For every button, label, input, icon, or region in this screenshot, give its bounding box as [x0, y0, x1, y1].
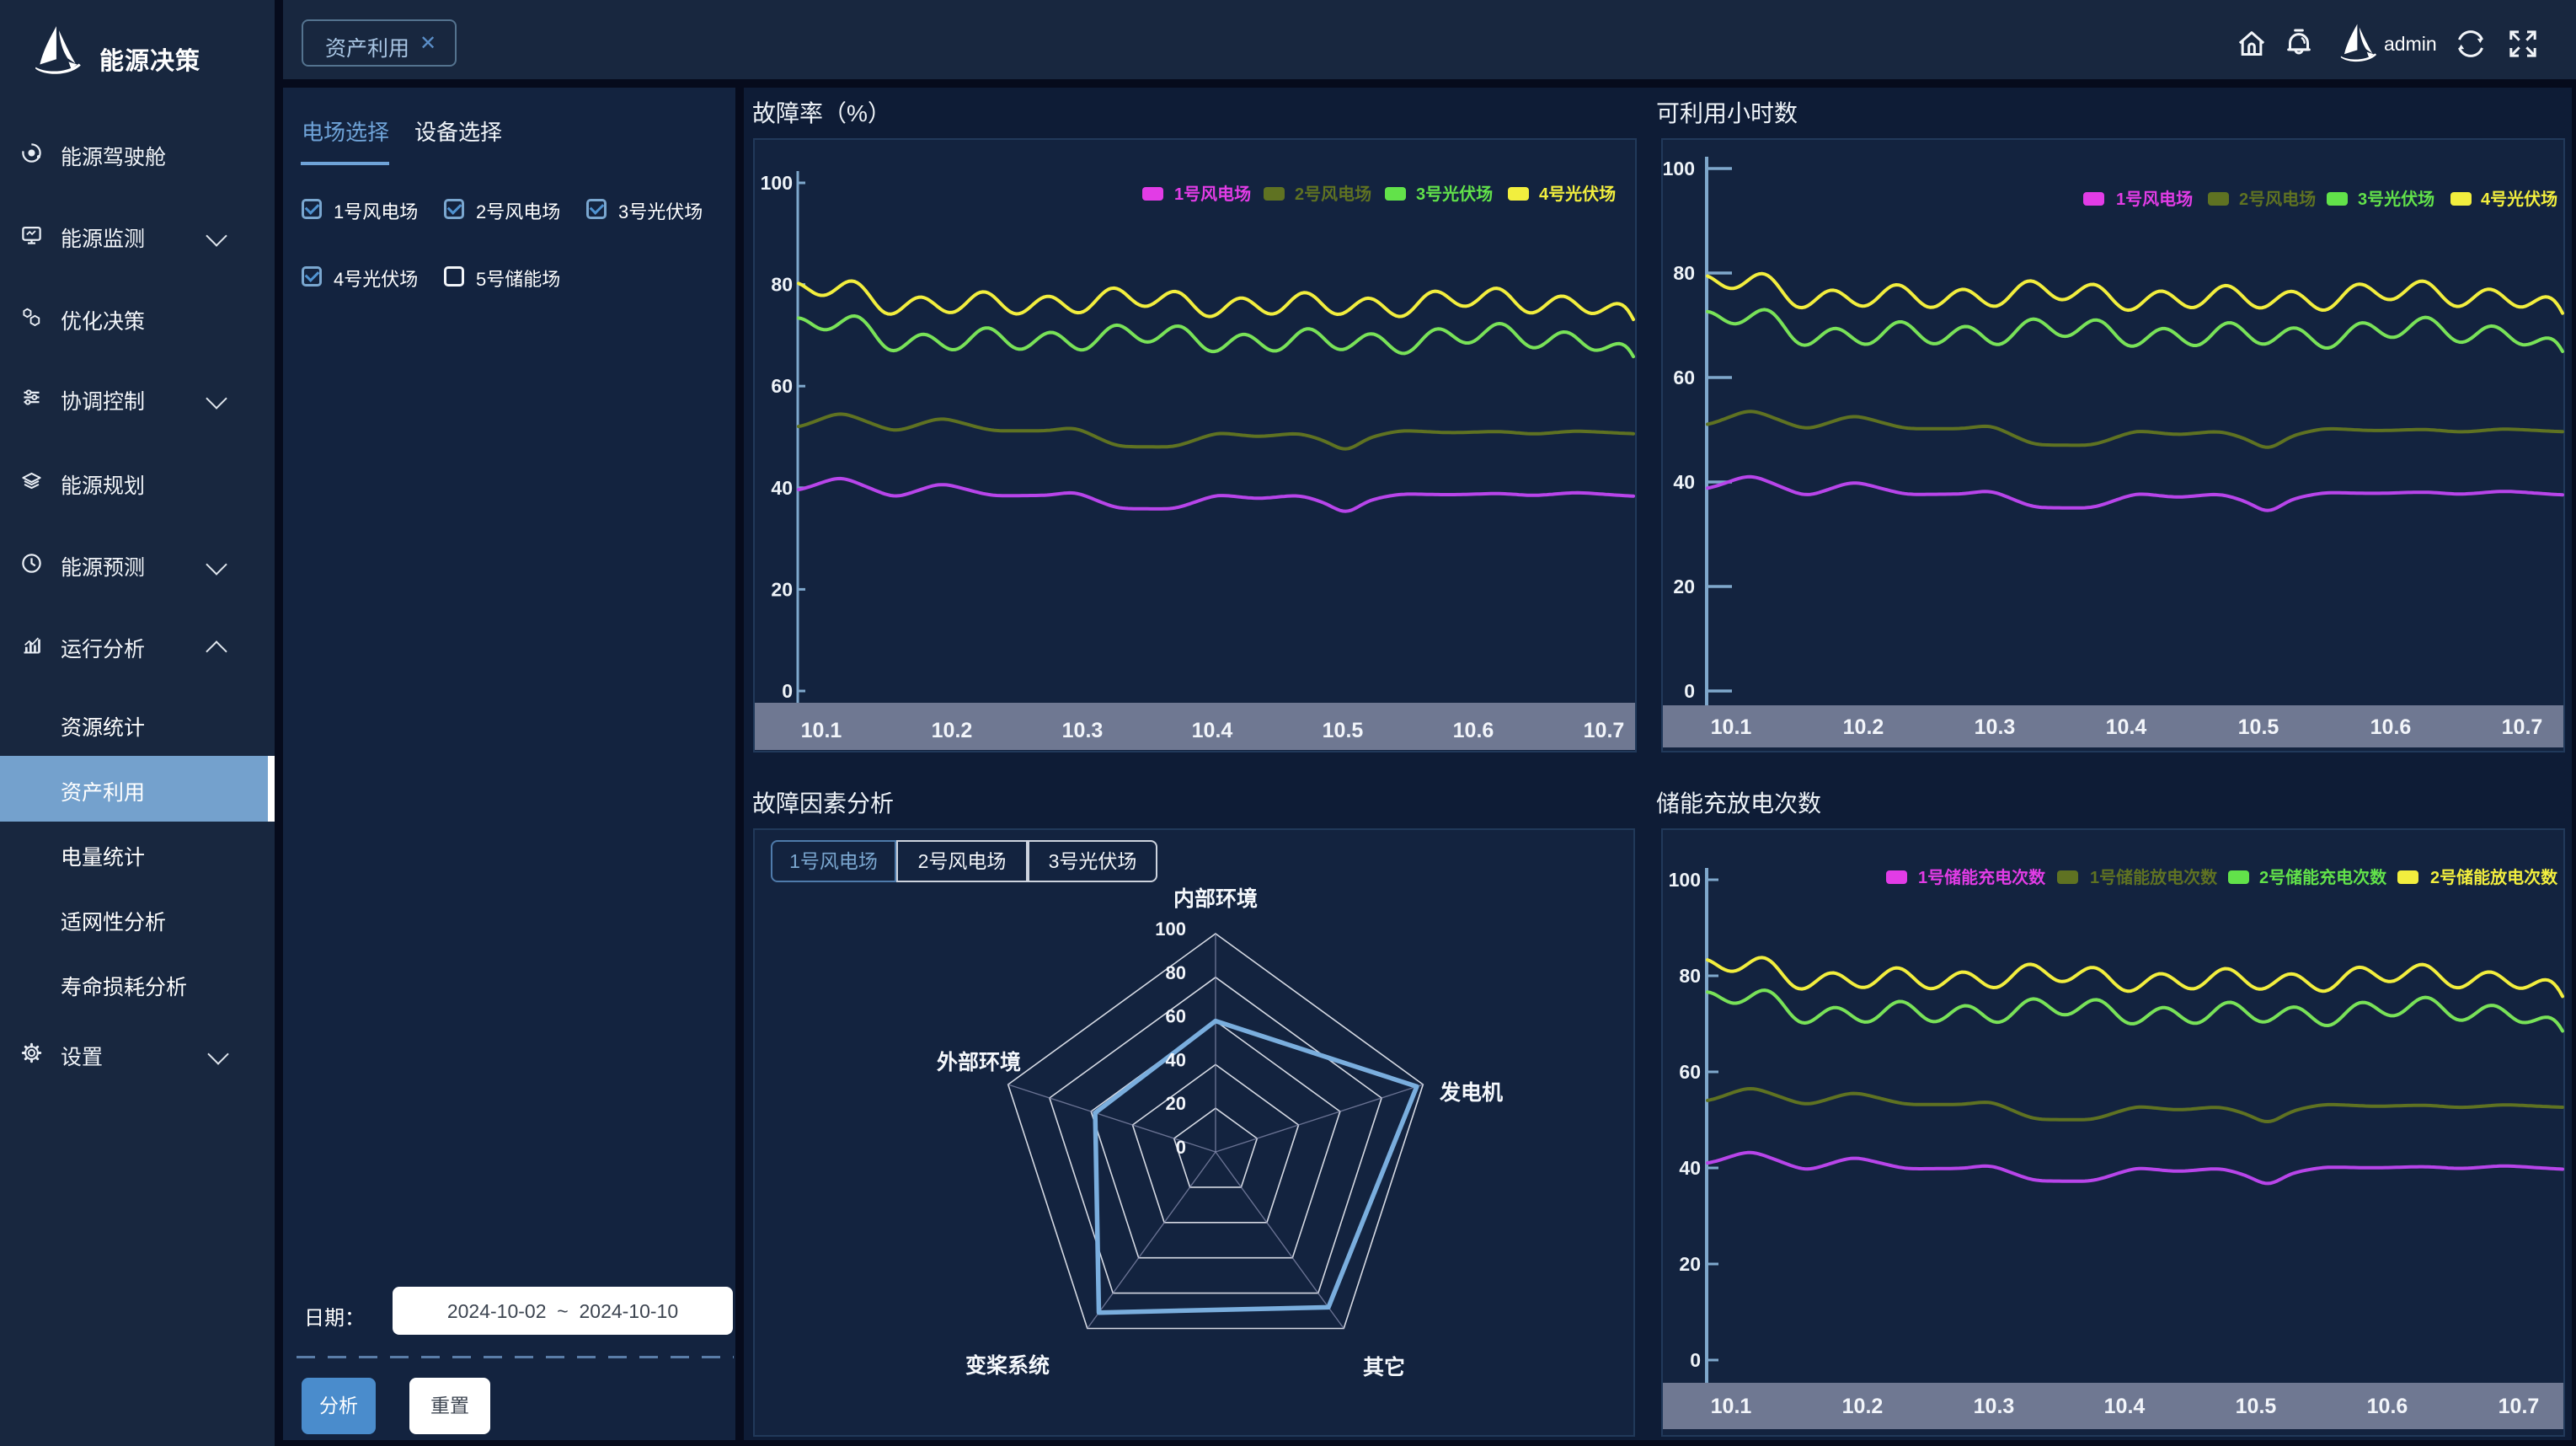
svg-text:10.3: 10.3	[1975, 715, 2016, 739]
svg-text:1号风电场: 1号风电场	[2116, 190, 2193, 209]
svg-text:60: 60	[1673, 367, 1695, 388]
svg-text:80: 80	[1166, 962, 1186, 983]
svg-text:10.3: 10.3	[1974, 1395, 2015, 1418]
svg-text:2号风电场: 2号风电场	[1295, 185, 1371, 204]
svg-text:80: 80	[1679, 965, 1701, 987]
svg-text:1号风电场: 1号风电场	[1174, 185, 1251, 204]
svg-text:10.2: 10.2	[1842, 1395, 1884, 1418]
svg-text:其它: 其它	[1363, 1355, 1405, 1379]
svg-text:2号风电场: 2号风电场	[2239, 190, 2316, 209]
svg-text:10.3: 10.3	[1062, 719, 1104, 742]
svg-text:2号储能充电次数: 2号储能充电次数	[2259, 867, 2387, 887]
svg-text:40: 40	[1679, 1157, 1701, 1179]
svg-text:1号储能充电次数: 1号储能充电次数	[1918, 867, 2046, 887]
svg-text:10.5: 10.5	[2238, 715, 2279, 739]
svg-text:60: 60	[1679, 1061, 1701, 1083]
svg-text:0: 0	[1684, 680, 1695, 702]
svg-text:3号光伏场: 3号光伏场	[1416, 184, 1493, 204]
svg-text:外部环境: 外部环境	[937, 1050, 1021, 1074]
svg-text:60: 60	[771, 375, 793, 397]
svg-text:0: 0	[1690, 1349, 1701, 1371]
svg-text:80: 80	[771, 274, 793, 296]
svg-text:40: 40	[771, 477, 793, 499]
svg-text:10.7: 10.7	[1584, 719, 1625, 742]
svg-text:20: 20	[1166, 1093, 1186, 1114]
svg-text:10.4: 10.4	[1192, 719, 1233, 742]
svg-text:3号光伏场: 3号光伏场	[2358, 189, 2434, 209]
svg-text:20: 20	[1679, 1253, 1701, 1275]
svg-text:4号光伏场: 4号光伏场	[1539, 184, 1616, 204]
svg-text:0: 0	[1176, 1137, 1186, 1158]
svg-text:100: 100	[1663, 158, 1695, 179]
svg-text:40: 40	[1673, 471, 1695, 493]
svg-text:发电机: 发电机	[1439, 1080, 1503, 1105]
svg-text:10.1: 10.1	[1711, 1395, 1752, 1418]
svg-text:10.7: 10.7	[2499, 1395, 2540, 1418]
svg-text:10.1: 10.1	[1711, 715, 1752, 739]
svg-text:60: 60	[1166, 1006, 1186, 1027]
svg-text:4号光伏场: 4号光伏场	[2481, 189, 2557, 209]
svg-text:10.7: 10.7	[2502, 715, 2543, 739]
svg-text:10.4: 10.4	[2106, 715, 2147, 739]
svg-text:10.6: 10.6	[2367, 1395, 2408, 1418]
svg-text:内部环境: 内部环境	[1173, 886, 1258, 911]
svg-text:100: 100	[1155, 918, 1186, 940]
svg-text:80: 80	[1673, 262, 1695, 284]
svg-text:变桨系统: 变桨系统	[965, 1353, 1050, 1378]
svg-text:100: 100	[761, 172, 793, 194]
svg-text:20: 20	[771, 578, 793, 600]
svg-text:10.5: 10.5	[2236, 1395, 2277, 1418]
svg-text:10.6: 10.6	[1453, 719, 1494, 742]
svg-text:10.2: 10.2	[932, 719, 973, 742]
svg-text:0: 0	[782, 680, 793, 702]
svg-text:10.5: 10.5	[1323, 719, 1364, 742]
svg-text:40: 40	[1166, 1049, 1186, 1070]
svg-text:10.2: 10.2	[1843, 715, 1884, 739]
svg-text:10.4: 10.4	[2104, 1395, 2146, 1418]
svg-text:2号储能放电次数: 2号储能放电次数	[2430, 867, 2558, 887]
svg-text:100: 100	[1669, 869, 1701, 891]
svg-text:20: 20	[1673, 576, 1695, 597]
svg-text:10.6: 10.6	[2370, 715, 2412, 739]
svg-text:1号储能放电次数: 1号储能放电次数	[2090, 867, 2218, 887]
svg-text:10.1: 10.1	[801, 719, 842, 742]
